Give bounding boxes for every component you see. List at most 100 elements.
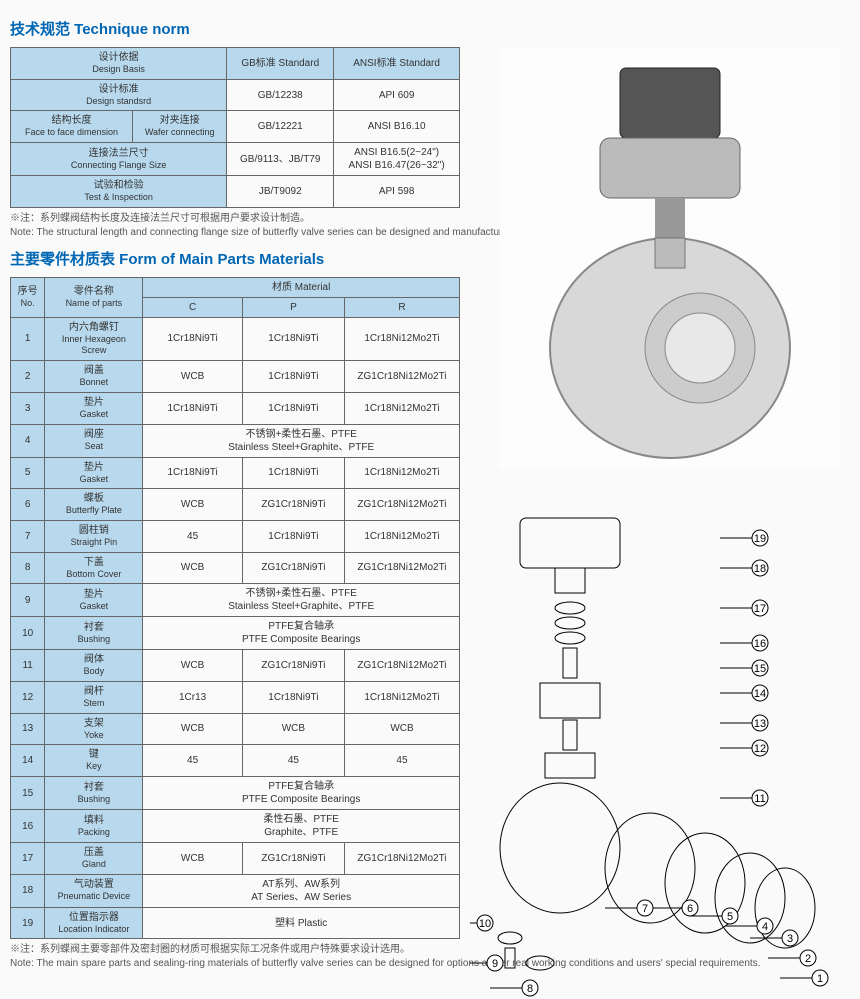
row-mat-r: 45: [344, 745, 459, 777]
row-name: 阀盖Bonnet: [45, 361, 143, 393]
row-no: 18: [11, 874, 45, 907]
r2-gb: GB/12221: [227, 111, 334, 143]
svg-text:1: 1: [817, 973, 823, 985]
row-mat-p: ZG1Cr18Ni9Ti: [242, 650, 344, 682]
row-mat-c: WCB: [143, 552, 242, 584]
svg-text:3: 3: [787, 933, 793, 945]
row-no: 6: [11, 489, 45, 521]
col-r: R: [344, 297, 459, 317]
svg-text:19: 19: [754, 533, 766, 545]
col-p: P: [242, 297, 344, 317]
col-c: C: [143, 297, 242, 317]
row-mat-span: PTFE复合轴承 PTFE Composite Bearings: [143, 617, 460, 650]
no-cn: 序号: [15, 285, 40, 298]
design-basis-en: Design Basis: [15, 64, 222, 76]
row-mat-c: WCB: [143, 489, 242, 521]
r3-an: ANSI B16.5(2~24") ANSI B16.47(26~32"): [334, 143, 460, 176]
row-name: 垫片Gasket: [45, 392, 143, 424]
row-no: 4: [11, 424, 45, 457]
row-mat-r: ZG1Cr18Ni12Mo2Ti: [344, 489, 459, 521]
row-mat-c: WCB: [143, 713, 242, 745]
flange-en: Connecting Flange Size: [15, 160, 222, 172]
svg-text:18: 18: [754, 563, 766, 575]
valve-photo: [500, 48, 840, 468]
row-no: 10: [11, 617, 45, 650]
row-mat-r: 1Cr18Ni12Mo2Ti: [344, 317, 459, 360]
face-cn: 结构长度: [15, 114, 128, 127]
row-mat-c: WCB: [143, 843, 242, 875]
row-no: 12: [11, 681, 45, 713]
row-mat-r: ZG1Cr18Ni12Mo2Ti: [344, 650, 459, 682]
row-name: 阀杆Stem: [45, 681, 143, 713]
row-no: 7: [11, 520, 45, 552]
material-hdr: 材质 Material: [143, 277, 460, 297]
svg-text:13: 13: [754, 718, 766, 730]
row-name: 蝶板Butterfly Plate: [45, 489, 143, 521]
test-en: Test & Inspection: [15, 192, 222, 204]
svg-text:8: 8: [527, 983, 533, 995]
row-mat-r: ZG1Cr18Ni12Mo2Ti: [344, 843, 459, 875]
row-name: 垫片Gasket: [45, 584, 143, 617]
svg-text:10: 10: [479, 918, 491, 930]
row-mat-c: 1Cr18Ni9Ti: [143, 392, 242, 424]
row-mat-span: PTFE复合轴承 PTFE Composite Bearings: [143, 777, 460, 810]
row-no: 11: [11, 650, 45, 682]
svg-text:5: 5: [727, 911, 733, 923]
row-mat-c: 1Cr13: [143, 681, 242, 713]
row-name: 阀体Body: [45, 650, 143, 682]
row-mat-p: 45: [242, 745, 344, 777]
row-mat-r: WCB: [344, 713, 459, 745]
design-basis-cn: 设计依据: [15, 51, 222, 64]
row-name: 内六角螺钉Inner Hexageon Screw: [45, 317, 143, 360]
row-mat-p: WCB: [242, 713, 344, 745]
row-no: 17: [11, 843, 45, 875]
name-en: Name of parts: [49, 298, 138, 310]
row-no: 1: [11, 317, 45, 360]
svg-text:17: 17: [754, 603, 766, 615]
row-mat-span: 不锈钢+柔性石墨、PTFE Stainless Steel+Graphite、P…: [143, 584, 460, 617]
row-mat-r: 1Cr18Ni12Mo2Ti: [344, 681, 459, 713]
svg-text:2: 2: [805, 953, 811, 965]
r1-an: API 609: [334, 79, 460, 111]
exploded-diagram: 12345678910111213141516171819: [470, 508, 840, 998]
technique-norm-title: 技术规范 Technique norm: [10, 18, 850, 39]
row-no: 3: [11, 392, 45, 424]
svg-text:7: 7: [642, 903, 648, 915]
row-mat-r: ZG1Cr18Ni12Mo2Ti: [344, 361, 459, 393]
row-name: 下盖Bottom Cover: [45, 552, 143, 584]
materials-table: 序号No. 零件名称Name of parts 材质 Material C P …: [10, 277, 460, 940]
row-mat-c: 45: [143, 745, 242, 777]
wafer-cn: 对夹连接: [137, 114, 222, 127]
row-mat-c: 45: [143, 520, 242, 552]
row-mat-c: 1Cr18Ni9Ti: [143, 457, 242, 489]
r3-gb: GB/9113、JB/T79: [227, 143, 334, 176]
row-mat-span: 柔性石墨、PTFE Graphite、PTFE: [143, 810, 460, 843]
design-std-cn: 设计标准: [15, 83, 222, 96]
row-mat-r: 1Cr18Ni12Mo2Ti: [344, 392, 459, 424]
row-mat-p: 1Cr18Ni9Ti: [242, 361, 344, 393]
svg-text:9: 9: [492, 958, 498, 970]
row-no: 13: [11, 713, 45, 745]
row-mat-r: ZG1Cr18Ni12Mo2Ti: [344, 552, 459, 584]
flange-cn: 连接法兰尺寸: [15, 147, 222, 160]
row-no: 14: [11, 745, 45, 777]
wafer-en: Wafer connecting: [137, 127, 222, 139]
row-mat-p: ZG1Cr18Ni9Ti: [242, 489, 344, 521]
r4-an: API 598: [334, 176, 460, 208]
row-name: 阀座Seat: [45, 424, 143, 457]
row-mat-p: 1Cr18Ni9Ti: [242, 681, 344, 713]
row-mat-span: 塑料 Plastic: [143, 907, 460, 939]
row-mat-span: 不锈钢+柔性石墨、PTFE Stainless Steel+Graphite、P…: [143, 424, 460, 457]
row-mat-p: 1Cr18Ni9Ti: [242, 457, 344, 489]
svg-text:16: 16: [754, 638, 766, 650]
row-mat-p: 1Cr18Ni9Ti: [242, 317, 344, 360]
row-name: 压盖Gland: [45, 843, 143, 875]
row-no: 8: [11, 552, 45, 584]
row-mat-c: WCB: [143, 650, 242, 682]
row-name: 垫片Gasket: [45, 457, 143, 489]
svg-text:6: 6: [687, 903, 693, 915]
svg-text:4: 4: [762, 921, 768, 933]
row-mat-c: 1Cr18Ni9Ti: [143, 317, 242, 360]
row-no: 5: [11, 457, 45, 489]
r1-gb: GB/12238: [227, 79, 334, 111]
